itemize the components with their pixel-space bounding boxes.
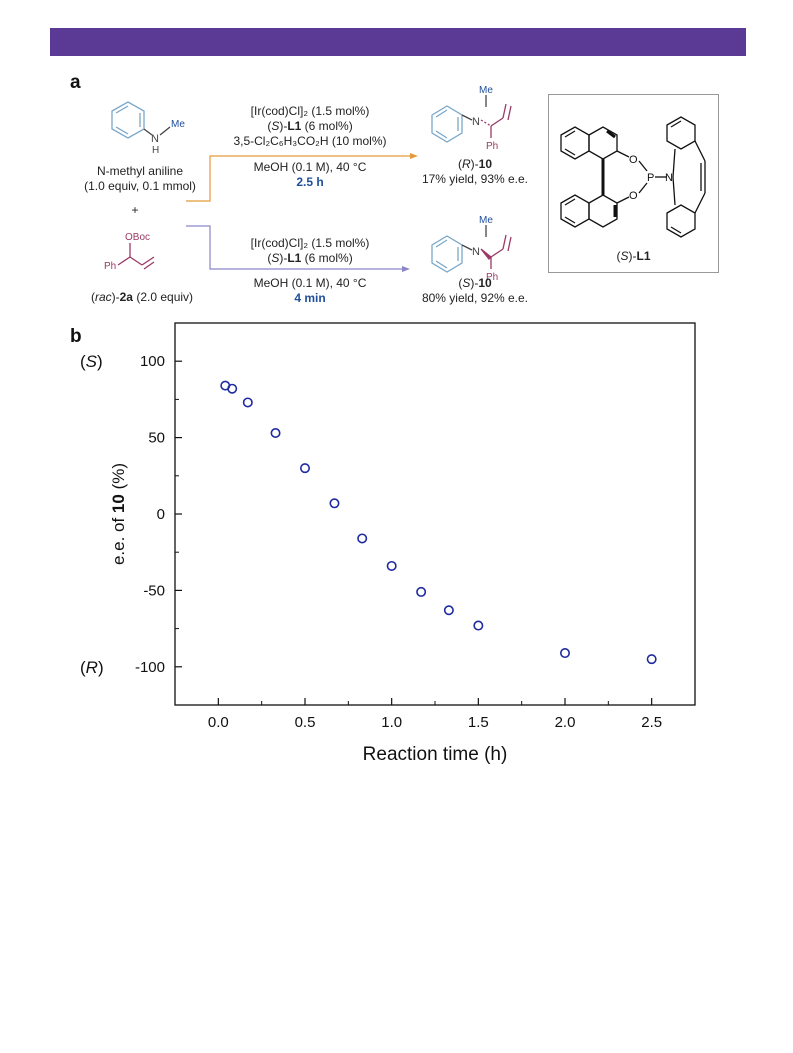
- ligand-name: L1: [636, 249, 651, 263]
- data-point: [386, 560, 397, 571]
- product-s-result: 80% yield, 92% e.e.: [421, 291, 529, 305]
- data-point: [227, 383, 238, 394]
- y-tick-label: 100: [140, 353, 165, 370]
- y-axis-label-compound: 10: [109, 494, 128, 513]
- data-point: [329, 498, 340, 509]
- upper-ligand-config: S: [271, 119, 280, 133]
- product-s-label: (S)-10: [458, 276, 492, 290]
- y-axis-label-suffix: (%): [109, 463, 128, 494]
- product-s-compound: 10: [478, 276, 492, 290]
- upper-ligand-loading: (6 mol%): [301, 119, 353, 133]
- plus-sign: +: [131, 203, 139, 217]
- amine-equiv: (1.0 equiv, 0.1 mmol): [84, 179, 196, 193]
- product-s-phenyl: Ph: [486, 272, 498, 283]
- n-methyl-aniline-structure: [111, 101, 171, 139]
- lower-cond-ligand: (S)-L1 (6 mol%): [267, 251, 353, 265]
- upper-cond-ligand: (S)-L1 (6 mol%): [267, 119, 353, 133]
- reaction-scheme: N H Me OBoc Ph N Me Ph: [104, 85, 512, 283]
- data-point: [270, 428, 281, 439]
- lower-cond-solvent: MeOH (0.1 M), 40 °C: [253, 276, 367, 290]
- allyl-phenyl: Ph: [104, 261, 116, 272]
- x-tick-label: 1.0: [381, 714, 402, 731]
- config-annotation: (R): [80, 658, 104, 677]
- y-tick-label: -100: [135, 659, 165, 676]
- data-point: [357, 533, 368, 544]
- ligand-l1-structure: O O P N: [560, 116, 706, 238]
- data-point: [242, 397, 253, 408]
- lower-cond-catalyst: [Ir(cod)Cl]₂ (1.5 mol%): [250, 236, 370, 250]
- header-banner: [50, 28, 746, 56]
- data-point: [559, 648, 570, 659]
- amine-n-atom: N: [151, 133, 159, 145]
- allyl-carbonate-structure: [117, 243, 155, 270]
- lower-cond-time: 4 min: [294, 291, 326, 305]
- ligand-config: S: [620, 249, 629, 263]
- plot-frame: [174, 322, 696, 706]
- product-r-n-atom: N: [472, 116, 480, 128]
- data-point: [443, 605, 454, 616]
- product-r-config: R: [461, 157, 471, 171]
- amine-name: N-methyl aniline: [96, 164, 184, 178]
- upper-cond-acid: 3,5-Cl₂C₆H₃CO₂H (10 mol%): [233, 134, 387, 148]
- y-tick-label: -50: [143, 582, 165, 599]
- x-tick-label: 1.5: [468, 714, 489, 731]
- product-r-methyl: Me: [479, 85, 493, 96]
- y-tick-label: 50: [148, 430, 165, 447]
- x-axis-label: Reaction time (h): [363, 744, 508, 765]
- y-tick-label: 0: [157, 506, 165, 523]
- data-point: [299, 463, 310, 474]
- amine-h-atom: H: [152, 145, 159, 156]
- data-point: [646, 654, 657, 665]
- allyl-compound: 2a: [119, 290, 133, 304]
- ligand-o-lower: O: [629, 190, 638, 202]
- product-s-10-structure: [431, 225, 512, 273]
- upper-cond-solvent: MeOH (0.1 M), 40 °C: [253, 160, 367, 174]
- product-s-config: S: [462, 276, 471, 290]
- upper-ligand-name: L1: [287, 119, 302, 133]
- product-s-n-atom: N: [472, 246, 480, 258]
- lower-ligand-name: L1: [287, 251, 302, 265]
- data-point: [416, 586, 427, 597]
- upper-reaction-arrow: [186, 153, 418, 202]
- product-r-label: (R)-10: [457, 157, 493, 171]
- product-s-methyl: Me: [479, 215, 493, 226]
- product-r-10-structure: [431, 95, 512, 143]
- panel-b-label: b: [70, 326, 82, 347]
- product-r-phenyl: Ph: [486, 141, 498, 152]
- y-axis-label-prefix: e.e. of: [109, 513, 128, 565]
- ligand-o-upper: O: [629, 154, 638, 166]
- allyl-label: (rac)-2a (2.0 equiv): [90, 290, 194, 304]
- x-tick-label: 0.5: [295, 714, 316, 731]
- x-tick-label: 0.0: [208, 714, 229, 731]
- product-r-compound: 10: [478, 157, 493, 171]
- allyl-rac: rac: [94, 290, 112, 304]
- lower-ligand-loading: (6 mol%): [301, 251, 353, 265]
- ligand-p-atom: P: [647, 172, 654, 184]
- ligand-n-atom: N: [665, 172, 673, 184]
- oboc-group: OBoc: [125, 232, 150, 243]
- config-annotation: (S): [80, 352, 103, 371]
- amine-methyl: Me: [171, 119, 185, 130]
- x-tick-label: 2.5: [641, 714, 662, 731]
- panel-a-label: a: [70, 72, 81, 93]
- data-point: [473, 620, 484, 631]
- ligand-l1-box: O O P N (S)-L1: [548, 94, 719, 273]
- lower-reaction-arrow: [186, 225, 410, 272]
- product-r-result: 17% yield, 93% e.e.: [421, 172, 529, 186]
- y-axis-label: e.e. of 10 (%): [109, 463, 128, 565]
- upper-cond-time: 2.5 h: [296, 175, 324, 189]
- upper-cond-catalyst: [Ir(cod)Cl]₂ (1.5 mol%): [250, 104, 370, 118]
- allyl-equiv: (2.0 equiv): [136, 290, 194, 304]
- lower-ligand-config: S: [271, 251, 280, 265]
- x-tick-label: 2.0: [555, 714, 576, 731]
- ligand-label: (S)-L1: [616, 249, 651, 263]
